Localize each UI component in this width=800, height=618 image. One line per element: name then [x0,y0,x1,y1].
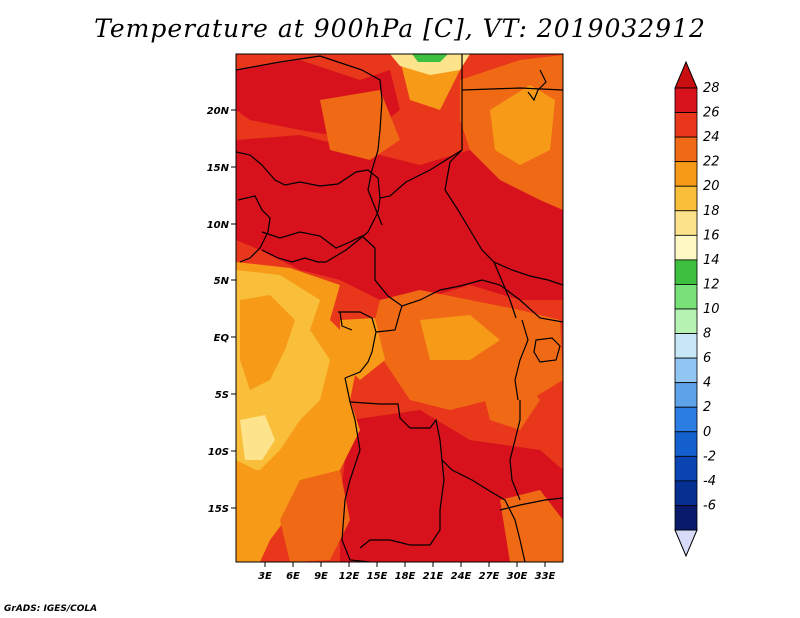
colorbar-swatch [674,87,698,113]
colorbar-level-label: 14 [703,253,720,268]
lon-tick-label: 3E [258,571,272,582]
colorbar-level-label: 18 [703,204,720,219]
colorbar-level-label: -6 [703,498,716,513]
colorbar-level-label: 6 [703,351,711,366]
colorbar-level-label: 8 [703,327,711,342]
lat-tick-label: 5N [214,276,230,287]
map-frame [235,53,564,563]
colorbar-swatch [674,112,698,138]
lon-tick-label: 30E [507,571,528,582]
lat-tick-label: 10N [207,220,230,231]
colorbar-swatch [674,136,698,163]
colorbar-level-label: 16 [703,228,720,243]
lon-tick-label: 12E [339,571,360,582]
colorbar-swatch [674,431,698,457]
colorbar-swatch [674,357,698,384]
colorbar-swatch [674,284,698,310]
colorbar-level-label: 26 [703,106,720,121]
colorbar-swatch [674,185,698,212]
colorbar-level-label: 20 [703,179,720,194]
colorbar-swatch [674,382,698,408]
lat-tick-label: 10S [208,447,229,458]
colorbar-level-label: 10 [703,302,720,317]
lat-tick-label: 20N [207,106,230,117]
colorbar-swatch [674,308,698,334]
colorbar-swatch [674,406,698,433]
lon-tick-label: 21E [423,571,444,582]
grads-credit: GrADS: IGES/COLA [4,604,98,614]
lat-axis: 20N 15N 10N 5N EQ 5S 10S 15S [207,106,236,515]
colorbar-swatch [674,505,698,531]
lon-tick-label: 18E [395,571,416,582]
colorbar-level-label: 2 [703,400,711,415]
lon-tick-label: 27E [479,571,500,582]
chart-title: Temperature at 900hPa [C], VT: 201903291… [94,14,706,43]
colorbar-level-label: 22 [703,155,720,170]
colorbar-level-label: 12 [703,277,720,292]
colorbar-swatch [674,210,698,236]
colorbar-swatch [674,480,698,506]
colorbar-level-label: 24 [703,130,720,145]
lon-tick-label: 6E [286,571,300,582]
colorbar-level-label: 0 [703,425,711,440]
lon-tick-label: 15E [367,571,388,582]
colorbar-cap-top [674,60,698,89]
lat-tick-label: 15S [208,504,229,515]
colorbar-level-label: -4 [703,474,716,489]
colorbar-swatch [674,259,698,285]
lon-axis: 3E 6E 9E 12E 15E 18E 21E 24E 27E 30E 33E [258,562,556,582]
colorbar-level-label: 4 [703,376,711,391]
colorbar-level-label: -2 [703,449,716,464]
lon-tick-label: 33E [535,571,556,582]
colorbar-level-label: 28 [703,81,720,96]
colorbar-swatch [674,161,698,187]
colorbar-swatch [674,333,698,359]
lat-tick-label: 15N [207,163,230,174]
lat-tick-label: EQ [214,333,230,344]
colorbar-swatch [674,455,698,482]
colorbar-cap-bottom [674,529,698,558]
country-boundaries [236,54,563,562]
temperature-field [236,54,563,562]
colorbar-swatch [674,234,698,261]
lon-tick-label: 9E [314,571,328,582]
lat-tick-label: 5S [215,390,229,401]
lon-tick-label: 24E [451,571,472,582]
